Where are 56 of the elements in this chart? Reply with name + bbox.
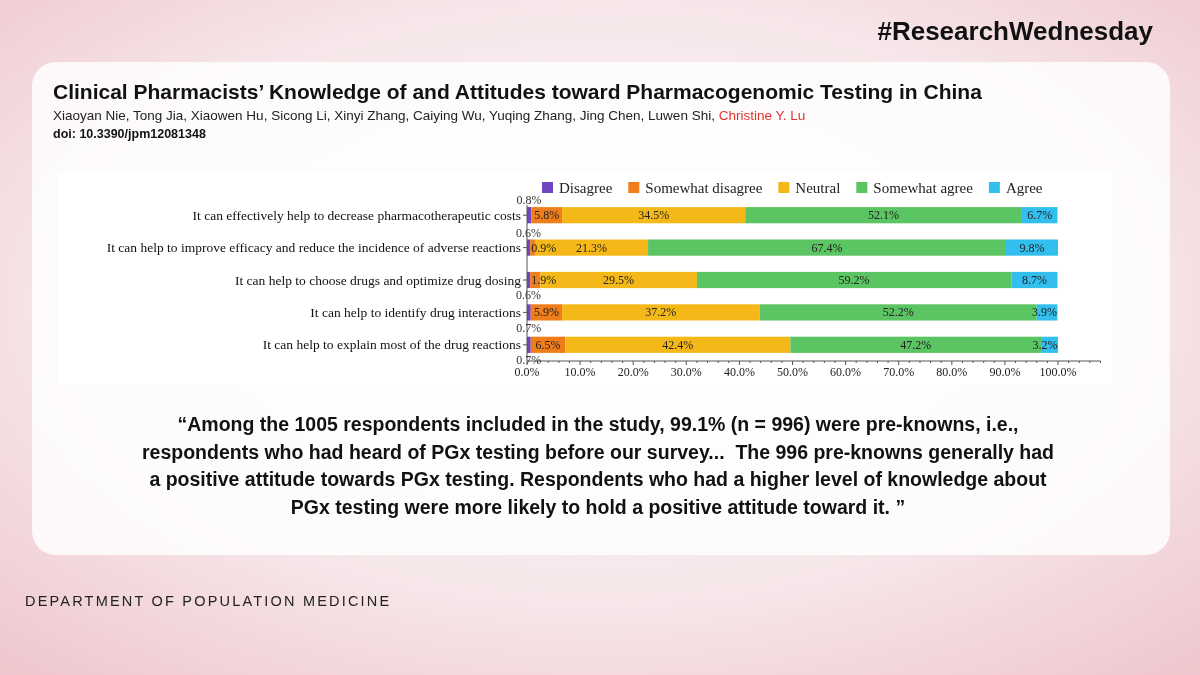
y-tick-label: It can effectively help to decrease pharmacotherapeutic costs <box>192 207 521 223</box>
data-label: 29.5% <box>603 273 635 287</box>
legend-label: Somewhat agree <box>873 179 974 196</box>
data-label: 5.9% <box>533 305 559 320</box>
y-tick-label: It can help to identify drug interactions <box>310 304 521 320</box>
bar <box>745 207 1022 224</box>
text: doi: 10.3390/jpm12081348 <box>53 127 206 141</box>
text: DEPARTMENT OF POPULATION MEDICINE <box>25 593 392 609</box>
legend-label: Agree <box>1005 179 1043 196</box>
x-tick-label: 90.0% <box>989 365 1021 379</box>
x-tick-label: 70.0% <box>883 365 915 379</box>
bar <box>696 271 1012 289</box>
data-label: 52.2% <box>882 305 914 320</box>
y-tick-label: It can help to explain most of the drug reactions <box>262 337 521 353</box>
data-label: 8.7% <box>1021 273 1047 287</box>
bar <box>562 304 760 321</box>
chart-title: Clinical Pharmacists’ Knowledge of and Attitudes toward Pharmacogenomic Testing in China <box>53 80 983 103</box>
x-tick-label: 40.0% <box>723 365 755 379</box>
legend-label: Disagree <box>559 179 613 196</box>
bar <box>565 336 791 353</box>
data-label: 0.9% <box>531 240 557 255</box>
data-label: 47.2% <box>900 337 932 352</box>
data-label: 9.8% <box>1019 240 1045 255</box>
y-tick-label: It can help to improve efficacy and reduce the incidence of adverse reactions <box>106 240 521 256</box>
legend-label: Somewhat disagree <box>645 179 763 196</box>
data-label: 0.6% <box>516 288 542 303</box>
x-tick-label: 60.0% <box>830 365 862 379</box>
data-label: 5.8% <box>534 208 560 223</box>
x-tick-label: 30.0% <box>670 365 702 379</box>
data-label: 52.1% <box>868 208 900 223</box>
x-tick-label: 20.0% <box>617 365 649 379</box>
data-label: 1.9% <box>531 273 557 287</box>
data-label: 59.2% <box>838 273 870 287</box>
data-label: 0.7% <box>516 352 542 367</box>
x-tick-label: 80.0% <box>936 365 968 379</box>
data-label: 6.5% <box>535 337 561 352</box>
data-label: 67.4% <box>811 240 843 255</box>
data-label: 0.7% <box>516 320 542 335</box>
x-tick-label: 10.0% <box>564 365 596 379</box>
data-label: 37.2% <box>645 305 677 320</box>
bar <box>648 239 1006 256</box>
bar <box>562 207 746 224</box>
y-tick-label: It can help to choose drugs and optimize drug dosing <box>234 272 522 288</box>
x-tick-label: 0.0% <box>514 365 540 379</box>
text: “Among the 1005 respondents included in the study, 99.1% (n = 996) were pre-knowns, i.e., respondents who had heard of PGx testing before our survey... The 996 pre-knowns generally had a positive attitude towards PGx testing. Respondents who had a higher level of knowledge about PGx testing were more likely to hold a positive attitude toward it. ” <box>141 413 1055 518</box>
data-label: 6.7% <box>1027 208 1053 223</box>
x-tick-label: 100.0% <box>1039 365 1077 379</box>
text: #ResearchWednesday <box>877 16 1154 46</box>
data-label: 21.3% <box>576 240 608 255</box>
chart-subtitle: Xiaoyan Nie, Tong Jia, Xiaowen Hu, Sicong Li, Xinyi Zhang, Caiying Wu, Yuqing Zhang, Jing Chen, Luwen Shi, Christine Y. Lu <box>53 108 806 123</box>
legend-label: Neutral <box>795 179 841 196</box>
x-tick-label: 50.0% <box>777 365 809 379</box>
data-label: 0.8% <box>516 193 542 208</box>
data-label: 34.5% <box>638 208 670 223</box>
data-label: 0.6% <box>516 225 542 240</box>
data-label: 42.4% <box>662 337 694 352</box>
